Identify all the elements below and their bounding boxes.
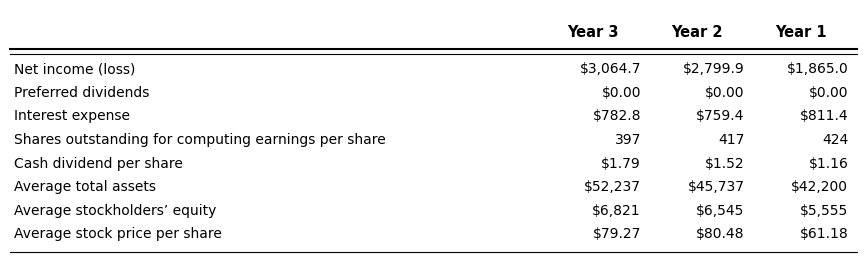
Text: $811.4: $811.4 xyxy=(799,110,848,124)
Text: $6,821: $6,821 xyxy=(592,204,641,218)
Text: $3,064.7: $3,064.7 xyxy=(579,62,641,76)
Text: $52,237: $52,237 xyxy=(583,180,641,194)
Text: Net income (loss): Net income (loss) xyxy=(15,62,136,76)
Text: $79.27: $79.27 xyxy=(592,227,641,241)
Text: $0.00: $0.00 xyxy=(809,86,848,100)
Text: Average total assets: Average total assets xyxy=(15,180,156,194)
Text: 397: 397 xyxy=(615,133,641,147)
Text: 424: 424 xyxy=(822,133,848,147)
Text: $61.18: $61.18 xyxy=(799,227,848,241)
Text: 417: 417 xyxy=(718,133,745,147)
Text: $782.8: $782.8 xyxy=(592,110,641,124)
Text: $80.48: $80.48 xyxy=(696,227,745,241)
Text: $42,200: $42,200 xyxy=(792,180,848,194)
Text: $1.52: $1.52 xyxy=(705,157,745,171)
Text: $0.00: $0.00 xyxy=(602,86,641,100)
Text: Year 1: Year 1 xyxy=(775,25,826,40)
Text: Interest expense: Interest expense xyxy=(15,110,130,124)
Text: $0.00: $0.00 xyxy=(705,86,745,100)
Text: Preferred dividends: Preferred dividends xyxy=(15,86,150,100)
Text: $759.4: $759.4 xyxy=(696,110,745,124)
Text: $1.79: $1.79 xyxy=(601,157,641,171)
Text: $1.16: $1.16 xyxy=(808,157,848,171)
Text: $5,555: $5,555 xyxy=(800,204,848,218)
Text: Average stock price per share: Average stock price per share xyxy=(15,227,222,241)
Text: Year 2: Year 2 xyxy=(671,25,723,40)
Text: $45,737: $45,737 xyxy=(688,180,745,194)
Text: Year 3: Year 3 xyxy=(568,25,619,40)
Text: $1,865.0: $1,865.0 xyxy=(786,62,848,76)
Text: Average stockholders’ equity: Average stockholders’ equity xyxy=(15,204,217,218)
Text: Shares outstanding for computing earnings per share: Shares outstanding for computing earning… xyxy=(15,133,386,147)
Text: Cash dividend per share: Cash dividend per share xyxy=(15,157,183,171)
Text: $6,545: $6,545 xyxy=(696,204,745,218)
Text: $2,799.9: $2,799.9 xyxy=(683,62,745,76)
